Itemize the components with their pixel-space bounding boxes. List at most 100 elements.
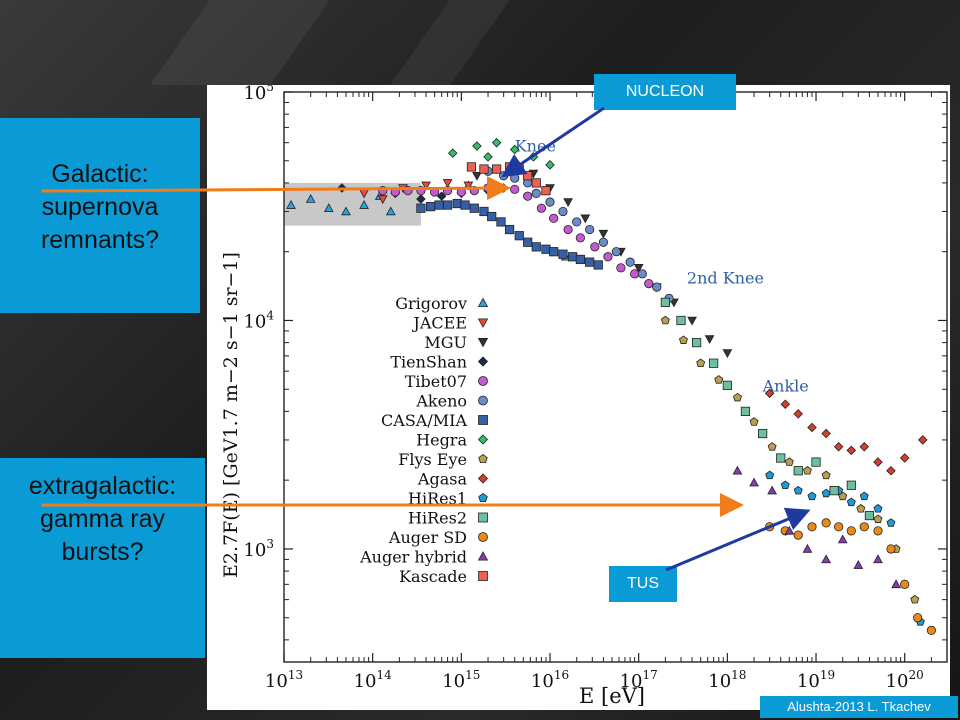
legend-label-flys-eye: Flys Eye	[398, 450, 467, 469]
data-point-hires2	[692, 338, 702, 348]
data-point-tienshan	[436, 191, 447, 201]
data-point-hires1	[807, 491, 817, 501]
data-point-hires1	[780, 480, 790, 490]
data-point-auger-sd	[873, 526, 883, 536]
y-tick-label: 105	[243, 85, 274, 104]
legend-label-jacee: JACEE	[411, 314, 467, 333]
data-point-tibet07	[536, 203, 547, 213]
cosmic-ray-spectrum-chart: 1013 1014 1015 1016 1017 1018 1019 1020 103 104 10…	[220, 85, 948, 708]
data-point-tibet07	[603, 252, 613, 262]
legend-label-mgu: MGU	[424, 333, 467, 352]
data-point-tienshan	[416, 194, 426, 204]
data-point-hires2	[793, 466, 803, 476]
y-tick-label: 103	[243, 537, 274, 561]
extragalactic-callout: extragalactic: gamma ray bursts?	[0, 458, 205, 658]
data-point-akeno	[652, 282, 662, 292]
data-point-akeno	[558, 206, 568, 217]
data-point-hires2	[722, 380, 732, 390]
data-point-hegra	[545, 160, 555, 170]
legend-marker-agasa	[477, 473, 489, 484]
data-point-auger-hybrid	[853, 560, 864, 569]
legend-marker-auger-sd	[478, 532, 488, 542]
x-tick-label: 1014	[354, 668, 393, 692]
y-axis-label: E2.7F(E) [GeV1.7 m−2 s−1 sr−1]	[220, 252, 242, 578]
background-stripe	[390, 0, 510, 85]
data-point-auger-hybrid	[767, 485, 778, 495]
y-tick-label: 104	[243, 308, 274, 332]
data-point-casa-mia	[425, 202, 436, 212]
data-point-hegra	[483, 152, 493, 162]
legend-marker-akeno	[478, 395, 488, 406]
data-point-grigorov	[305, 194, 316, 203]
legend-marker-hires1	[478, 493, 488, 503]
data-point-casa-mia	[504, 224, 515, 235]
data-point-akeno	[598, 237, 608, 247]
data-point-kascade	[541, 186, 551, 196]
legend-marker-kascade	[478, 571, 488, 581]
data-point-flys-eye	[873, 514, 883, 523]
data-point-casa-mia	[443, 200, 453, 210]
data-point-mgu	[722, 349, 733, 359]
data-point-mgu	[633, 264, 644, 273]
data-point-casa-mia	[479, 206, 489, 217]
data-point-auger-sd	[846, 526, 856, 536]
legend-marker-auger-hybrid	[477, 551, 489, 561]
data-point-hires1	[873, 504, 883, 513]
data-point-casa-mia	[469, 203, 479, 213]
x-tick-label: 1020	[886, 668, 924, 692]
data-point-flys-eye	[802, 466, 812, 475]
data-point-casa-mia	[541, 244, 551, 254]
data-point-casa-mia	[496, 217, 506, 227]
legend-marker-mgu	[477, 337, 489, 348]
data-point-agasa	[886, 465, 896, 476]
data-point-auger-sd	[859, 522, 869, 532]
data-point-casa-mia	[460, 200, 470, 210]
data-point-tibet07	[644, 279, 654, 289]
chart-annotation: 2nd Knee	[687, 269, 764, 288]
data-point-hires1	[821, 488, 831, 498]
legend-label-akeno: Akeno	[415, 392, 467, 411]
data-point-casa-mia	[523, 237, 533, 247]
data-point-agasa	[833, 442, 844, 452]
legend-label-tibet07: Tibet07	[405, 372, 467, 391]
galactic-callout: Galactic: supernova remnants?	[0, 118, 200, 313]
galactic-line-3: remnants?	[40, 226, 160, 254]
chart-annotation: Ankle	[762, 376, 809, 395]
data-point-agasa	[899, 453, 910, 463]
data-point-auger-sd	[821, 518, 831, 528]
data-point-kascade	[514, 164, 524, 174]
data-point-jacee	[377, 195, 388, 205]
data-point-casa-mia	[416, 203, 426, 213]
data-point-hegra	[447, 148, 458, 158]
data-point-tibet07	[523, 191, 533, 201]
data-point-hires1	[859, 491, 869, 501]
galactic-line-1: Galactic:	[51, 160, 149, 188]
data-point-akeno	[545, 197, 555, 207]
data-point-hires1	[765, 470, 775, 480]
data-point-grigorov	[385, 206, 396, 216]
data-point-casa-mia	[575, 254, 585, 265]
data-point-grigorov	[323, 203, 334, 212]
data-point-flys-eye	[679, 335, 688, 344]
data-point-akeno	[572, 217, 582, 227]
data-point-tibet07	[616, 263, 626, 273]
tus-label: TUS	[609, 566, 677, 602]
legend-label-tienshan: TienShan	[390, 353, 467, 372]
data-point-casa-mia	[593, 260, 603, 270]
data-point-tibet07	[575, 233, 585, 243]
data-point-flys-eye	[696, 358, 706, 368]
data-point-hires1	[793, 485, 803, 495]
data-point-kascade	[531, 178, 541, 188]
data-point-flys-eye	[714, 375, 724, 384]
extragalactic-line-3: bursts?	[61, 538, 144, 566]
data-point-hires2	[829, 486, 839, 496]
legend-label-auger-sd: Auger SD	[388, 528, 467, 547]
data-point-jacee	[421, 181, 431, 191]
legend-marker-tibet07	[478, 376, 488, 386]
legend-marker-tienshan	[477, 356, 489, 367]
data-point-mgu	[580, 214, 591, 224]
data-point-casa-mia	[531, 242, 541, 252]
data-point-tibet07	[496, 183, 506, 193]
legend-label-hires2: HiRes2	[408, 509, 467, 528]
data-point-casa-mia	[514, 231, 524, 241]
